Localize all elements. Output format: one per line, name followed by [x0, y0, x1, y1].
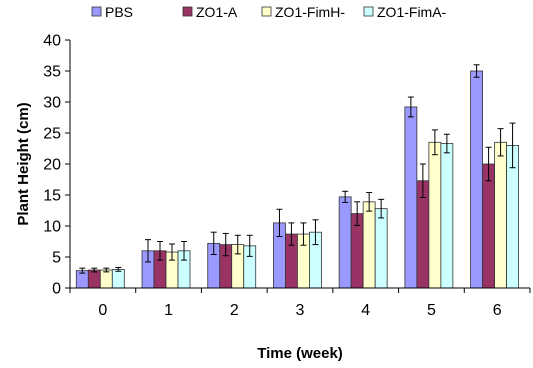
error-bar [246, 234, 253, 257]
legend: PBS ZO1-A ZO1-FimH- ZO1-FimA- [91, 4, 447, 20]
x-tick-label: 0 [98, 302, 107, 319]
error-bar [407, 96, 414, 118]
error-bar [366, 192, 373, 212]
y-tick-label: 25 [43, 126, 61, 143]
legend-label: ZO1-FimA- [377, 4, 447, 20]
error-bar [169, 243, 176, 261]
bar [99, 269, 113, 289]
y-tick-label: 40 [43, 33, 61, 50]
error-bar [378, 198, 385, 219]
legend-entry: ZO1-FimH- [261, 4, 345, 20]
error-bar [79, 267, 86, 274]
error-bar [431, 129, 438, 156]
legend-entry: PBS [91, 4, 133, 20]
error-bar [288, 222, 295, 246]
x-tick-label: 6 [493, 302, 502, 319]
bar [440, 143, 454, 289]
error-bar [485, 146, 492, 182]
x-tick-label: 2 [230, 302, 239, 319]
y-ticks: 0 5 10 15 20 25 30 35 40 [43, 33, 70, 298]
error-bar [497, 128, 504, 157]
error-bar [234, 234, 241, 255]
legend-label: PBS [105, 4, 133, 20]
error-bar [157, 241, 164, 261]
error-bar [91, 267, 98, 273]
bar [494, 141, 507, 289]
legend-label: ZO1-FimH- [275, 4, 345, 20]
error-bar [354, 201, 361, 226]
bar [362, 201, 376, 289]
error-bar [443, 133, 450, 154]
legend-swatch [363, 6, 374, 17]
error-bar [419, 163, 426, 198]
legend-swatch [91, 6, 102, 17]
error-bar [103, 267, 110, 273]
bar [428, 141, 442, 289]
legend-swatch [182, 6, 193, 17]
x-ticks: 0 1 2 3 4 5 6 [69, 288, 531, 319]
y-tick-label: 20 [43, 157, 61, 174]
error-bar [222, 232, 229, 257]
error-bar [509, 122, 516, 169]
legend-entry: ZO1-A [182, 4, 238, 20]
x-tick-label: 1 [164, 302, 173, 319]
bar [338, 196, 352, 289]
error-bar [210, 231, 217, 256]
error-bar [115, 267, 122, 272]
y-tick-label: 30 [43, 95, 61, 112]
y-tick-label: 15 [43, 188, 61, 205]
bar [482, 163, 495, 289]
error-bar [181, 241, 188, 261]
y-tick-label: 10 [43, 219, 61, 236]
y-axis-title: Plant Height (cm) [15, 102, 32, 225]
error-bar [312, 219, 319, 246]
bars [75, 70, 519, 289]
error-bar [300, 222, 307, 246]
error-bar [473, 64, 480, 78]
x-axis-title: Time (week) [257, 345, 343, 362]
error-bars [79, 64, 516, 274]
y-tick-label: 5 [52, 250, 61, 267]
legend-label: ZO1-A [196, 4, 238, 20]
legend-swatch [261, 6, 272, 17]
y-tick-label: 35 [43, 64, 61, 81]
x-tick-label: 5 [427, 302, 436, 319]
x-tick-label: 3 [296, 302, 305, 319]
error-bar [145, 239, 152, 263]
error-bar [276, 208, 283, 238]
legend-entry: ZO1-FimA- [363, 4, 447, 20]
bar [111, 268, 125, 289]
error-bar [342, 190, 349, 203]
bar [374, 208, 388, 289]
x-tick-label: 4 [361, 302, 370, 319]
bar [87, 269, 101, 289]
bar [470, 70, 483, 289]
bar [404, 106, 418, 289]
y-tick-label: 0 [52, 281, 61, 298]
